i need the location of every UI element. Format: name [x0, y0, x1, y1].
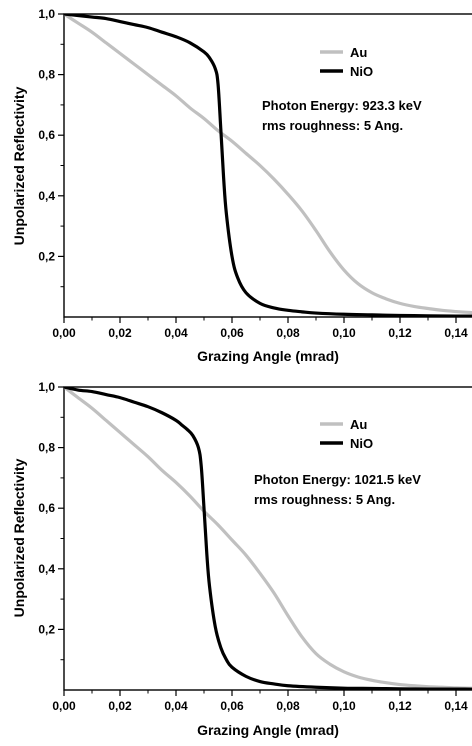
annotation-roughness: rms roughness: 5 Ang.: [254, 492, 395, 507]
legend-label-nio: NiO: [350, 64, 373, 79]
y-tick-label: 0,8: [38, 441, 55, 455]
legend-label-nio: NiO: [350, 436, 373, 451]
y-tick-label: 0,6: [38, 128, 55, 142]
series-line-au: [64, 387, 472, 690]
x-tick-label: 0,08: [276, 699, 300, 713]
y-tick-label: 0,4: [38, 562, 55, 576]
y-tick-label: 0,4: [38, 189, 55, 203]
x-tick-label: 0,14: [444, 699, 468, 713]
x-tick-label: 0,12: [388, 699, 412, 713]
y-ticks: 0,2 0,4 0,6 0,8 1,0: [38, 7, 64, 288]
x-tick-label: 0,12: [388, 326, 412, 340]
series-line-au: [64, 14, 472, 315]
x-tick-label: 0,08: [276, 326, 300, 340]
series-lines: [64, 387, 472, 690]
chart-top: 0,00 0,02 0,04 0,06 0,08 0,10 0,12 0,14 0,20,40…: [11, 7, 472, 364]
annotation-roughness: rms roughness: 5 Ang.: [262, 118, 403, 133]
y-tick-label: 0,6: [38, 501, 55, 515]
series-lines: [64, 14, 472, 317]
y-tick-label: 1,0: [38, 380, 55, 394]
x-tick-label: 0,00: [52, 326, 76, 340]
legend-label-au: Au: [350, 45, 367, 60]
legend-label-au: Au: [350, 417, 367, 432]
y-tick-label: 0,2: [38, 622, 55, 636]
y-axis-label: Unpolarized Reflectivity: [11, 458, 27, 617]
x-tick-label: 0,00: [52, 699, 76, 713]
x-tick-label: 0,14: [444, 326, 468, 340]
x-tick-label: 0,10: [332, 326, 356, 340]
annotation-photon-energy: Photon Energy: 1021.5 keV: [254, 472, 421, 487]
x-axis-label: Grazing Angle (mrad): [197, 348, 339, 364]
series-line-nio: [64, 387, 472, 690]
series-line-nio: [64, 14, 472, 317]
y-ticks: 0,2 0,4 0,6 0,8 1,0: [38, 380, 64, 661]
y-tick-label: 1,0: [38, 7, 55, 21]
x-tick-label: 0,04: [164, 326, 188, 340]
x-ticks: 0,00 0,02 0,04 0,06 0,08 0,10 0,12 0,14: [52, 690, 468, 713]
plot-frame: [63, 386, 472, 691]
x-tick-label: 0,02: [108, 699, 132, 713]
x-tick-label: 0,10: [332, 699, 356, 713]
plot-frame: [63, 13, 472, 318]
x-tick-label: 0,06: [220, 326, 244, 340]
x-axis-label: Grazing Angle (mrad): [197, 722, 339, 738]
y-axis-label: Unpolarized Reflectivity: [11, 86, 27, 245]
chart-bottom: 0,00 0,02 0,04 0,06 0,08 0,10 0,12 0,14 0,20,40…: [11, 380, 472, 738]
x-tick-label: 0,02: [108, 326, 132, 340]
x-tick-label: 0,06: [220, 699, 244, 713]
y-tick-label: 0,2: [38, 249, 55, 263]
x-tick-label: 0,04: [164, 699, 188, 713]
y-tick-label: 0,8: [38, 68, 55, 82]
legend: Au NiO: [320, 45, 373, 79]
legend: Au NiO: [320, 417, 373, 451]
x-ticks: 0,00 0,02 0,04 0,06 0,08 0,10 0,12 0,14: [52, 317, 468, 340]
annotation-photon-energy: Photon Energy: 923.3 keV: [262, 98, 422, 113]
